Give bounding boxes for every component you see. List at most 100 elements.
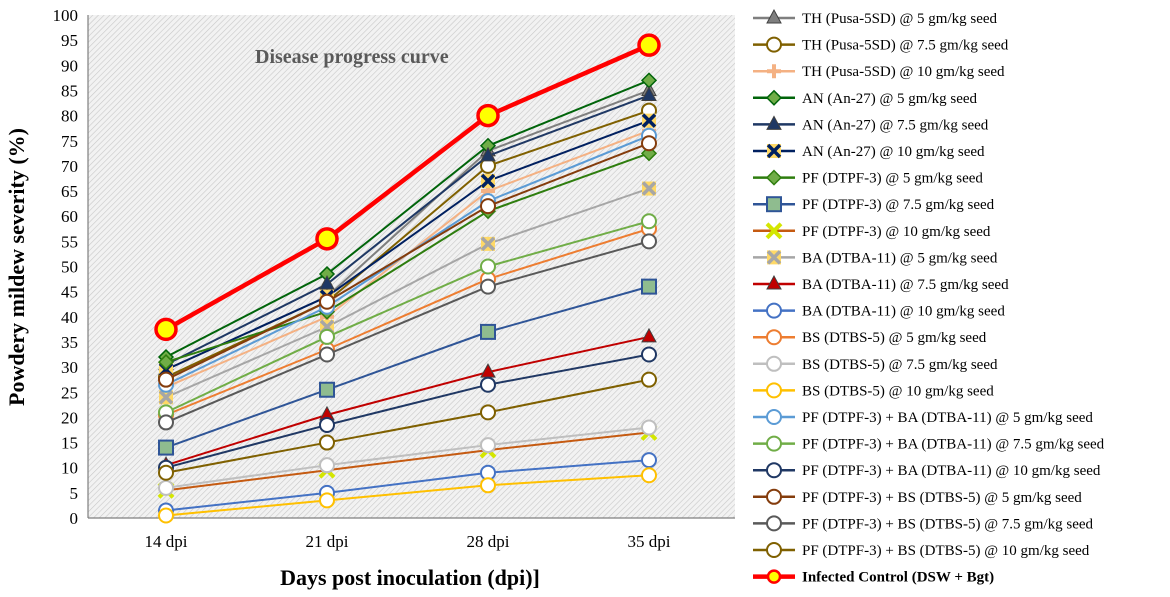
legend-label: PF (DTPF-3) @ 5 gm/kg seed (802, 171, 983, 187)
legend-label: BA (DTBA-11) @ 10 gm/kg seed (802, 304, 1005, 320)
legend-marker (765, 222, 783, 240)
y-tick-label: 80 (61, 107, 78, 126)
series-line (165, 220, 650, 414)
legend-label: PF (DTPF-3) + BS (DTBS-5) @ 7.5 gm/kg se… (802, 516, 1094, 532)
legend-label: BS (DTBS-5) @ 10 gm/kg seed (802, 383, 994, 399)
legend-item: TH (Pusa-5SD) @ 7.5 gm/kg seed (753, 36, 1009, 54)
legend-label: Infected Control (DSW + Bgt) (802, 570, 994, 586)
series-line (165, 240, 650, 424)
data-point (641, 419, 657, 436)
legend-item: Infected Control (DSW + Bgt) (753, 569, 994, 586)
y-tick-label: 20 (61, 408, 78, 427)
legend-marker (766, 435, 782, 452)
legend-item: TH (Pusa-5SD) @ 10 gm/kg seed (753, 64, 1005, 80)
series-line (165, 152, 650, 364)
y-tick-label: 75 (61, 132, 78, 151)
data-point (319, 293, 335, 310)
legend-item: PF (DTPF-3) + BA (DTBA-11) @ 5 gm/kg see… (753, 409, 1093, 426)
legend: TH (Pusa-5SD) @ 5 gm/kg seed TH (Pusa-5SD… (753, 8, 1105, 586)
legend-item: PF (DTPF-3) + BA (DTBA-11) @ 10 gm/kg se… (753, 462, 1101, 479)
legend-marker (766, 143, 782, 159)
data-point (319, 434, 335, 451)
legend-label: PF (DTPF-3) + BA (DTBA-11) @ 10 gm/kg se… (802, 463, 1101, 479)
series-line (165, 187, 650, 399)
legend-label: TH (Pusa-5SD) @ 7.5 gm/kg seed (802, 38, 1009, 54)
data-point (480, 146, 496, 162)
x-tick-label: 21 dpi (306, 532, 349, 551)
data-point (480, 173, 496, 189)
y-tick-label: 70 (61, 157, 78, 176)
series-19 (158, 135, 657, 388)
data-point (319, 492, 335, 509)
data-point (480, 198, 496, 215)
data-point (641, 371, 657, 388)
y-tick-label: 35 (61, 333, 78, 352)
legend-marker (766, 488, 782, 505)
plot-area (88, 15, 735, 518)
data-point (158, 479, 174, 496)
legend-marker (766, 569, 782, 584)
legend-marker (766, 355, 782, 372)
y-tick-label: 55 (61, 232, 78, 251)
series-20 (158, 233, 657, 431)
legend-label: PF (DTPF-3) @ 7.5 gm/kg seed (802, 197, 995, 213)
legend-marker (765, 169, 783, 186)
legend-item: BS (DTBS-5) @ 10 gm/kg seed (753, 382, 994, 399)
series-line (165, 353, 650, 469)
legend-label: AN (An-27) @ 10 gm/kg seed (802, 144, 985, 160)
y-tick-label: 0 (70, 509, 79, 528)
legend-label: BS (DTBS-5) @ 5 gm/kg seed (802, 330, 987, 346)
data-point (480, 258, 496, 275)
data-point (158, 371, 174, 388)
data-point (319, 457, 335, 474)
data-point (476, 103, 500, 128)
data-point (157, 354, 175, 371)
data-point (641, 113, 657, 128)
legend-label: BA (DTBA-11) @ 5 gm/kg seed (802, 250, 998, 266)
legend-item: BA (DTBA-11) @ 5 gm/kg seed (753, 250, 998, 266)
legend-label: AN (An-27) @ 5 gm/kg seed (802, 91, 978, 107)
y-tick-label: 25 (61, 383, 78, 402)
legend-label: AN (An-27) @ 7.5 gm/kg seed (802, 117, 989, 133)
data-point (641, 467, 657, 484)
data-point (319, 416, 335, 433)
y-tick-label: 95 (61, 31, 78, 50)
data-point (641, 452, 657, 469)
series-line (165, 79, 650, 358)
series-line (165, 335, 650, 467)
y-tick-label: 60 (61, 207, 78, 226)
legend-item: BS (DTBS-5) @ 7.5 gm/kg seed (753, 355, 998, 373)
legend-label: PF (DTPF-3) + BA (DTBA-11) @ 5 gm/kg see… (802, 410, 1093, 426)
y-tick-label: 100 (53, 6, 79, 25)
y-tick-label: 45 (61, 283, 78, 302)
legend-item: PF (DTPF-3) + BA (DTBA-11) @ 7.5 gm/kg s… (753, 435, 1105, 453)
y-tick-label: 30 (61, 358, 78, 377)
data-point (641, 346, 657, 363)
data-point (480, 404, 496, 421)
data-point (641, 327, 657, 343)
series-line (164, 43, 650, 332)
legend-marker (766, 36, 782, 53)
data-point (641, 86, 657, 101)
legend-marker (766, 409, 782, 425)
legend-label: TH (Pusa-5SD) @ 5 gm/kg seed (802, 11, 998, 27)
series-line (165, 459, 650, 512)
legend-label: PF (DTPF-3) + BS (DTBS-5) @ 5 gm/kg seed (802, 490, 1082, 506)
data-point (480, 477, 496, 494)
y-tick-label: 5 (70, 484, 79, 503)
legend-marker (766, 250, 782, 265)
legend-marker (766, 115, 782, 130)
legend-label: BA (DTBA-11) @ 7.5 gm/kg seed (802, 277, 1009, 293)
series-14 (158, 419, 657, 496)
data-point (158, 390, 174, 405)
legend-marker (766, 302, 782, 319)
data-point (480, 376, 496, 393)
legend-marker (766, 462, 782, 479)
legend-marker (767, 64, 781, 79)
legend-item: PF (DTPF-3) + BS (DTBS-5) @ 10 gm/kg see… (753, 542, 1090, 559)
legend-marker (766, 515, 782, 532)
data-point (480, 278, 496, 295)
series-line (165, 119, 650, 371)
data-point (315, 227, 339, 251)
